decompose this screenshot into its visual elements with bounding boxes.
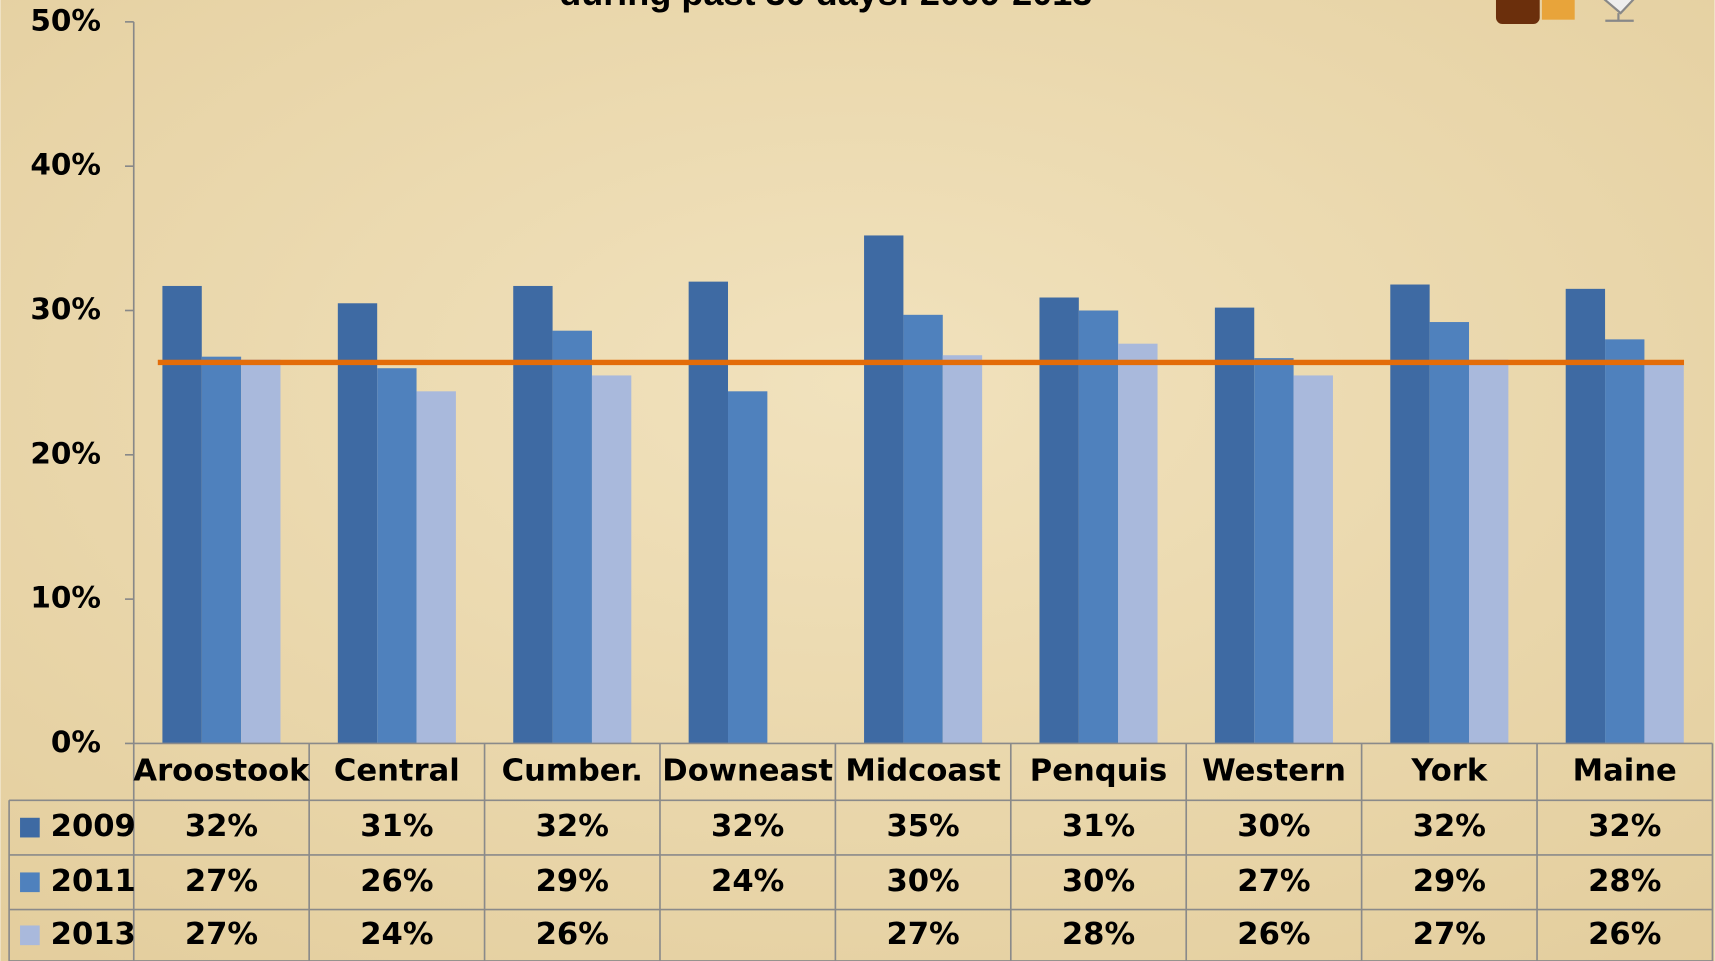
y-tick-label: 0% — [51, 725, 101, 759]
legend-swatch — [20, 817, 40, 838]
bar — [1214, 307, 1255, 744]
table-cell: 28% — [1062, 917, 1135, 952]
y-tick-label: 20% — [30, 436, 101, 470]
x-tick-label: Central — [334, 753, 460, 788]
y-tick-label: 40% — [30, 148, 101, 182]
table-cell: 27% — [1237, 864, 1310, 899]
legend-label: 2009 — [51, 809, 136, 844]
table-cell: 30% — [886, 864, 959, 899]
bar — [1293, 375, 1333, 744]
table-cell: 26% — [360, 864, 433, 899]
bar — [903, 314, 943, 744]
bar — [1118, 343, 1158, 744]
table-cell: 27% — [185, 864, 258, 899]
y-tick-label: 30% — [30, 292, 101, 326]
bar — [337, 303, 378, 744]
y-tick-label: 10% — [30, 581, 101, 615]
bar — [1078, 310, 1119, 744]
bar — [201, 356, 242, 744]
bar — [416, 391, 456, 744]
table-cell: 35% — [886, 809, 959, 844]
x-tick-label: Cumber. — [502, 753, 643, 788]
table-cell: 24% — [711, 864, 784, 899]
table-cell: 30% — [1237, 809, 1310, 844]
legend-swatch — [20, 872, 40, 893]
bar — [591, 375, 632, 744]
beer-icon — [1495, 0, 1635, 25]
bar — [1390, 284, 1430, 744]
x-tick-label: Maine — [1573, 753, 1677, 788]
table-cell: 32% — [1588, 809, 1661, 844]
table-cell: 27% — [886, 917, 959, 952]
bar — [688, 281, 729, 744]
table-cell: 31% — [360, 809, 433, 844]
table-cell: 26% — [1588, 917, 1661, 952]
bar — [1039, 297, 1079, 744]
table-cell: 32% — [536, 809, 609, 844]
bar — [513, 285, 553, 744]
legend-label: 2011 — [51, 864, 136, 899]
bar — [1469, 359, 1509, 744]
bar — [942, 355, 983, 744]
table-cell: 24% — [360, 917, 433, 952]
bar — [864, 235, 904, 744]
bar — [1254, 358, 1294, 744]
x-tick-label: Penquis — [1030, 753, 1167, 788]
bar — [162, 285, 202, 744]
bar — [1605, 339, 1645, 744]
x-tick-label: York — [1410, 753, 1487, 788]
table-cell: 32% — [185, 809, 258, 844]
bar — [241, 359, 281, 744]
y-tick-label: 50% — [30, 3, 101, 37]
table-cell: 26% — [536, 917, 609, 952]
table-cell: 26% — [1237, 917, 1310, 952]
x-tick-label: Aroostook — [133, 753, 310, 788]
bar — [377, 368, 417, 744]
bar — [1644, 362, 1684, 744]
bar — [728, 391, 768, 744]
table-cell: 27% — [1413, 917, 1486, 952]
bar — [1429, 322, 1470, 744]
chart-title: during past 30 days: 2009-2013 — [559, 0, 1092, 13]
table-cell: 32% — [711, 809, 784, 844]
x-tick-label: Midcoast — [845, 753, 1001, 788]
bar — [552, 330, 592, 744]
legend-swatch — [20, 925, 40, 946]
table-cell: 28% — [1588, 864, 1661, 899]
table-cell: 29% — [1413, 864, 1486, 899]
x-tick-label: Western — [1202, 753, 1346, 788]
table-cell: 27% — [185, 917, 258, 952]
table-cell: 29% — [536, 864, 609, 899]
table-cell: 30% — [1062, 864, 1135, 899]
table-cell: 32% — [1413, 809, 1486, 844]
x-tick-label: Downeast — [662, 753, 833, 788]
table-cell: 31% — [1062, 809, 1135, 844]
legend-label: 2013 — [51, 917, 136, 952]
